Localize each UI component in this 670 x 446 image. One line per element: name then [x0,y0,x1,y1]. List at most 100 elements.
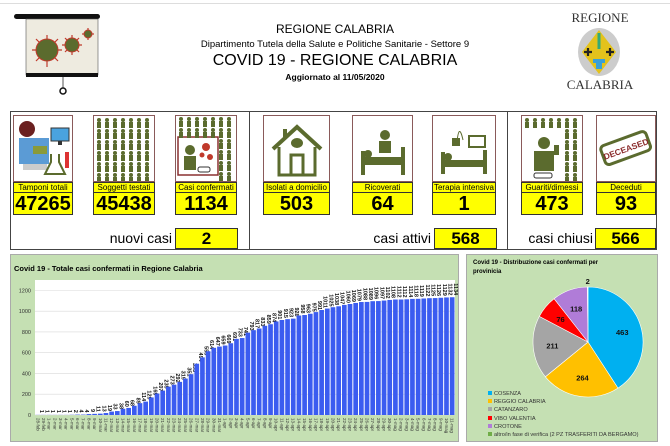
x-tick-label: 10-mag [444,418,449,434]
bar [398,299,404,415]
person-icon [219,149,223,154]
person-icon [113,139,117,144]
data-label: 963 [305,304,311,313]
person-icon [105,176,109,181]
bar [143,401,149,415]
data-label: 169 [151,386,157,395]
data-label: 1114 [407,286,413,299]
bar [245,332,251,415]
person-icon [219,153,223,160]
data-label: 901 [276,310,282,319]
person-icon [565,121,569,128]
card-soggetti-testati: Soggetti testati 45438 [93,115,155,215]
bar [211,347,217,415]
data-label: 60 [123,401,129,407]
x-tick-label: 19-apr [325,418,330,432]
x-tick-label: 11-apr [279,418,284,431]
person-icon [541,117,545,122]
person-icon [211,131,215,138]
card-value: 64 [352,192,413,215]
person-icon [533,121,537,128]
x-tick-label: 8-mar [86,418,91,430]
data-label: 1108 [390,286,396,298]
data-label: 1122 [424,285,430,297]
person-icon [121,117,125,122]
person-icon [145,176,149,181]
person-icon [227,138,231,143]
person-icon [573,172,577,177]
person-icon [227,149,231,154]
person-icon [105,139,109,144]
person-icon [195,120,199,127]
person-icon [565,132,569,139]
person-icon [573,154,577,161]
data-label: 1 [61,410,67,413]
x-tick-label: 24-mar [177,418,182,433]
x-tick-label: 13-apr [291,418,296,432]
legend-swatch [488,432,492,437]
bar [103,413,109,415]
new-cases-label: nuovi casi [109,230,172,246]
bar [200,357,205,415]
bar [330,307,336,415]
person-icon [97,121,101,128]
person-icon [565,165,569,172]
bar [370,301,376,415]
bar [205,351,211,415]
person-icon [97,128,101,133]
bar [183,378,188,415]
person-icon [573,139,577,144]
person-icon [137,154,141,161]
person-icon [121,176,125,181]
person-icon [105,161,109,166]
person-icon [227,127,231,132]
data-label: 958 [299,304,305,313]
logo-text-top: REGIONE [571,10,629,25]
x-tick-label: 30-apr [387,418,392,432]
bar [376,301,381,415]
person-icon [145,165,149,172]
person-icon [105,132,109,139]
legend-swatch [488,407,492,412]
person-icon [219,142,223,149]
person-icon [129,117,133,122]
person-icon [187,116,191,121]
pie-legend: COSENZA REGGIO CALABRIA CATANZARO VIBO VALE… [488,390,638,439]
pie-data-label: 118 [570,304,582,313]
data-label: 1079 [356,289,362,301]
bar [421,298,427,415]
infected-person-icon [175,115,237,182]
bar [109,411,114,415]
x-tick-label: 27-apr [370,418,375,432]
person-icon [113,172,117,177]
bar [427,298,432,415]
bar [234,338,239,415]
person-icon [557,117,561,122]
data-label: 741 [242,327,248,336]
person-icon [113,161,117,166]
bar [404,299,410,415]
person-icon [195,116,199,121]
bar [285,319,290,415]
card-value: 1 [432,192,496,215]
card-label: Ricoverati [352,182,413,192]
x-tick-label: 5-apr [245,418,250,429]
person-icon [129,176,133,181]
data-label: 114 [140,392,146,402]
person-icon [129,161,133,166]
data-label: 555 [202,346,208,355]
person-icon [137,121,141,128]
closed-cases-value: 566 [595,228,656,249]
bar [217,346,222,415]
person-icon [121,143,125,150]
x-tick-label: 23-mar [172,418,177,433]
data-label: 351 [185,367,191,376]
data-label: 235 [163,379,169,388]
legend-swatch [488,391,492,395]
person-icon [113,117,117,122]
bar [256,328,262,415]
card-value: 1134 [175,192,237,215]
bar [341,304,347,415]
data-label: 1112 [401,286,407,298]
region-name: REGIONE CALABRIA [275,22,395,36]
